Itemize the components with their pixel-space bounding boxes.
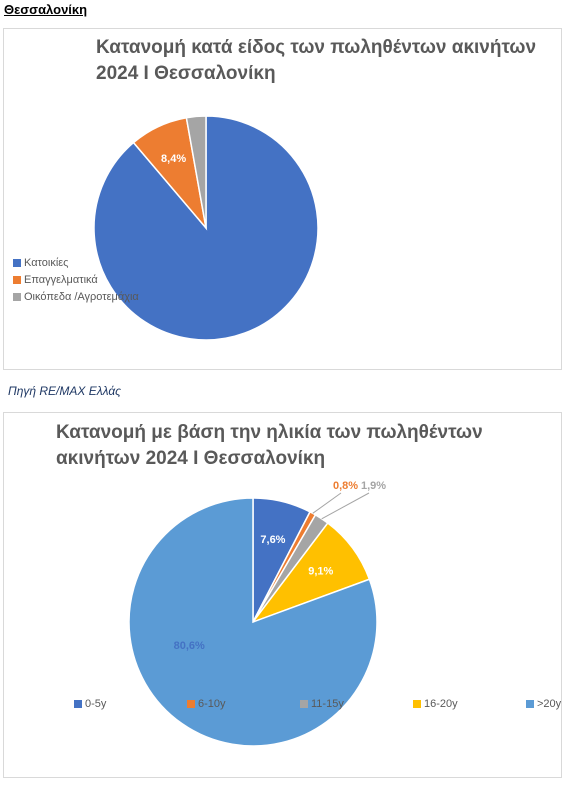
legend-swatch (526, 700, 534, 708)
legend-swatch (413, 700, 421, 708)
legend-label: >20y (537, 698, 562, 710)
leader-line (312, 492, 342, 514)
legend-label: 0-5y (85, 698, 107, 710)
pie-slice (128, 497, 378, 747)
chart: 8,4% Κατοικίες Επαγγελματικά Οικόπεδα /Αγρο… (13, 115, 319, 341)
legend-label: Κατοικίες (24, 257, 68, 269)
data-label: 7,6% (260, 534, 285, 546)
source: Πηγή RE/MAX Ελλάς (8, 384, 122, 398)
legend-swatch (187, 700, 195, 708)
legend-label: 16-20y (424, 698, 458, 710)
data-label: 9,1% (308, 566, 333, 578)
leader-line (321, 492, 370, 520)
legend-label: 11-15y (311, 698, 344, 710)
data-label: 8,4% (161, 153, 186, 165)
legend-swatch (300, 700, 308, 708)
chart-title: Κατανομή με βάση την ηλικία των πωληθέντ… (56, 422, 483, 469)
chart: 7,6% 0,8% 1,9% 9,1% 80,6% 0-5y 6-10y 11-15y 16-2… (74, 480, 562, 747)
legend-swatch (13, 293, 21, 301)
data-label: 0,8% (333, 480, 358, 492)
header-title: Θεσσαλονίκη (4, 2, 88, 17)
legend-label: 6-10y (198, 698, 226, 710)
legend-swatch (13, 276, 21, 284)
legend-swatch (74, 700, 82, 708)
legend-swatch (13, 259, 21, 267)
chart-box: Κατανομή κατά είδος των πωληθέντων ακινή… (3, 28, 562, 370)
legend-label: Επαγγελματικά (24, 274, 98, 286)
chart-title: Κατανομή κατά είδος των πωληθέντων ακινή… (96, 37, 537, 84)
pie-slice (185, 115, 207, 229)
legend-label: Οικόπεδα /Αγροτεμάχια (24, 291, 139, 303)
data-label: 1,9% (361, 480, 386, 492)
chart-box: Κατανομή με βάση την ηλικία των πωληθέντ… (3, 412, 562, 778)
data-label: 80,6% (174, 640, 205, 652)
